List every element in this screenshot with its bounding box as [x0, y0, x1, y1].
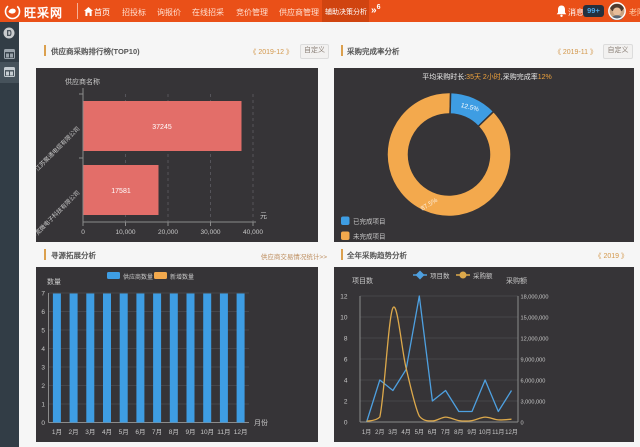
svg-text:3: 3	[41, 365, 45, 372]
svg-text:12.5%: 12.5%	[460, 102, 480, 113]
svg-text:11月: 11月	[217, 428, 230, 436]
svg-text:12月: 12月	[505, 429, 518, 436]
svg-text:2: 2	[344, 399, 348, 406]
svg-text:4: 4	[344, 378, 348, 385]
svg-text:采购额: 采购额	[506, 276, 527, 285]
svg-text:5月: 5月	[415, 429, 424, 436]
svg-text:0: 0	[81, 229, 85, 236]
svg-text:8月: 8月	[454, 429, 463, 436]
svg-text:10,000: 10,000	[116, 229, 136, 236]
svg-text:8: 8	[344, 336, 348, 343]
svg-text:项目数: 项目数	[352, 276, 373, 285]
svg-text:7: 7	[41, 291, 45, 298]
svg-text:30,000: 30,000	[201, 229, 221, 236]
svg-text:4月: 4月	[401, 429, 410, 436]
svg-text:2月: 2月	[69, 428, 79, 436]
svg-text:元: 元	[260, 212, 267, 220]
svg-text:9月: 9月	[467, 429, 476, 436]
svg-text:已完成项目: 已完成项目	[353, 217, 386, 226]
svg-text:未完成项目: 未完成项目	[353, 232, 386, 241]
svg-text:8月: 8月	[169, 428, 179, 436]
svg-text:12月: 12月	[234, 428, 248, 436]
svg-text:4: 4	[41, 346, 45, 353]
svg-text:20,000: 20,000	[158, 229, 178, 236]
svg-text:1: 1	[41, 402, 45, 409]
svg-text:供应商名称: 供应商名称	[65, 77, 100, 86]
svg-text:5: 5	[41, 328, 45, 335]
svg-text:3月: 3月	[85, 428, 95, 436]
svg-text:0: 0	[344, 420, 348, 427]
svg-text:5月: 5月	[119, 428, 129, 436]
svg-text:12,000,000: 12,000,000	[521, 337, 549, 343]
svg-text:6月: 6月	[428, 429, 437, 436]
svg-text:18,000,000: 18,000,000	[521, 295, 549, 301]
svg-text:供应商数量: 供应商数量	[123, 273, 153, 281]
svg-text:9,000,000: 9,000,000	[521, 358, 546, 364]
svg-text:6月: 6月	[135, 428, 145, 436]
svg-text:7月: 7月	[441, 429, 450, 436]
svg-text:9月: 9月	[185, 428, 195, 436]
svg-text:6,000,000: 6,000,000	[521, 379, 546, 385]
svg-text:2: 2	[41, 383, 45, 390]
svg-text:10: 10	[340, 315, 348, 322]
svg-text:6: 6	[41, 309, 45, 316]
svg-text:37245: 37245	[152, 124, 172, 131]
svg-text:月份: 月份	[254, 418, 268, 427]
svg-text:2月: 2月	[375, 429, 384, 436]
svg-text:数量: 数量	[47, 277, 61, 286]
svg-text:12: 12	[340, 294, 348, 301]
svg-text:17581: 17581	[111, 188, 131, 195]
svg-text:采购额: 采购额	[473, 271, 493, 280]
svg-text:0: 0	[521, 421, 524, 427]
svg-text:3月: 3月	[388, 429, 397, 436]
svg-text:新增数量: 新增数量	[170, 273, 194, 281]
svg-text:1月: 1月	[52, 428, 62, 436]
svg-text:4月: 4月	[102, 428, 112, 436]
svg-text:6: 6	[344, 357, 348, 364]
svg-text:10月: 10月	[200, 428, 214, 436]
svg-text:项目数: 项目数	[430, 271, 450, 280]
svg-text:平均采购时长:35天 2小时,采购完成率12%: 平均采购时长:35天 2小时,采购完成率12%	[422, 72, 552, 81]
svg-text:0: 0	[41, 420, 45, 427]
svg-text:7月: 7月	[152, 428, 162, 436]
svg-text:40,000: 40,000	[243, 229, 263, 236]
svg-text:11月: 11月	[492, 429, 504, 436]
svg-text:3,000,000: 3,000,000	[521, 400, 546, 406]
svg-text:1月: 1月	[362, 429, 371, 436]
svg-text:10月: 10月	[479, 429, 492, 436]
svg-text:15,000,000: 15,000,000	[521, 316, 549, 322]
